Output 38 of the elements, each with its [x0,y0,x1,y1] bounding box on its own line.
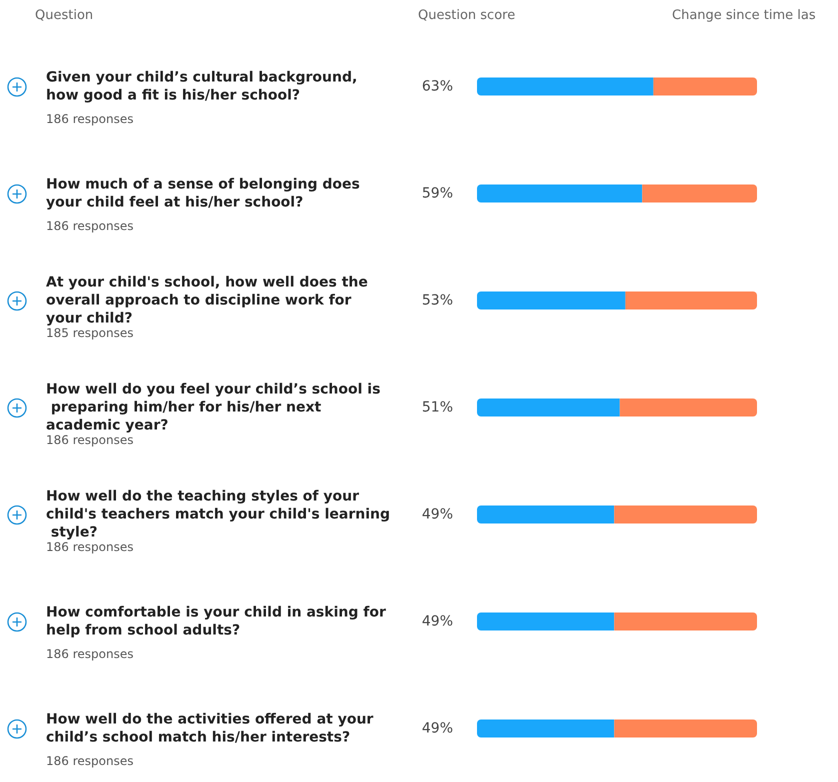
x-axis-title: Question score [418,8,516,23]
text: 185 responses [46,326,134,340]
data-label: 59% [422,186,453,202]
bar [477,506,614,524]
bar [614,720,757,738]
bar [477,78,654,96]
y-tick-label: How comfortable is your child in asking for help from school adults? [46,604,391,638]
bar [620,398,757,416]
bar [477,184,642,202]
bar [653,78,757,96]
text: 186 responses [46,433,134,447]
bar [625,292,757,310]
bar [477,398,620,416]
bar [642,184,757,202]
bar [477,720,614,738]
bar [477,612,614,630]
text: Change since time las [672,8,816,23]
data-label: 49% [422,614,453,630]
text: 186 responses [46,754,134,768]
text: 186 responses [46,540,134,554]
data-label: 53% [422,292,453,308]
text: 186 responses [46,647,134,661]
bar [477,292,626,310]
y-axis-title: Question [35,8,94,23]
data-label: 49% [422,506,453,522]
y-tick-label: How well do the teaching styles of your child's teachers match your child's learning style? [46,488,390,540]
y-tick-label: At your child's school, how well does the overall approach to discipline work for your child? [46,274,373,326]
y-tick-label: How much of a sense of belonging does your child feel at his/her school? [46,176,365,210]
text: 186 responses [46,112,134,126]
data-label: 63% [422,78,453,94]
data-label: 51% [422,400,453,416]
text: 186 responses [46,219,134,233]
y-tick-label: How well do the activities offered at your child’s school match his/her interests? [46,712,378,746]
bar [614,612,757,630]
y-tick-label: How well do you feel your child’s school is preparing him/her for his/her next academic year? [46,382,380,434]
y-tick-label: Given your child’s cultural background, how good a fit is his/her school? [46,70,362,104]
data-label: 49% [422,720,453,736]
bar [614,506,757,524]
